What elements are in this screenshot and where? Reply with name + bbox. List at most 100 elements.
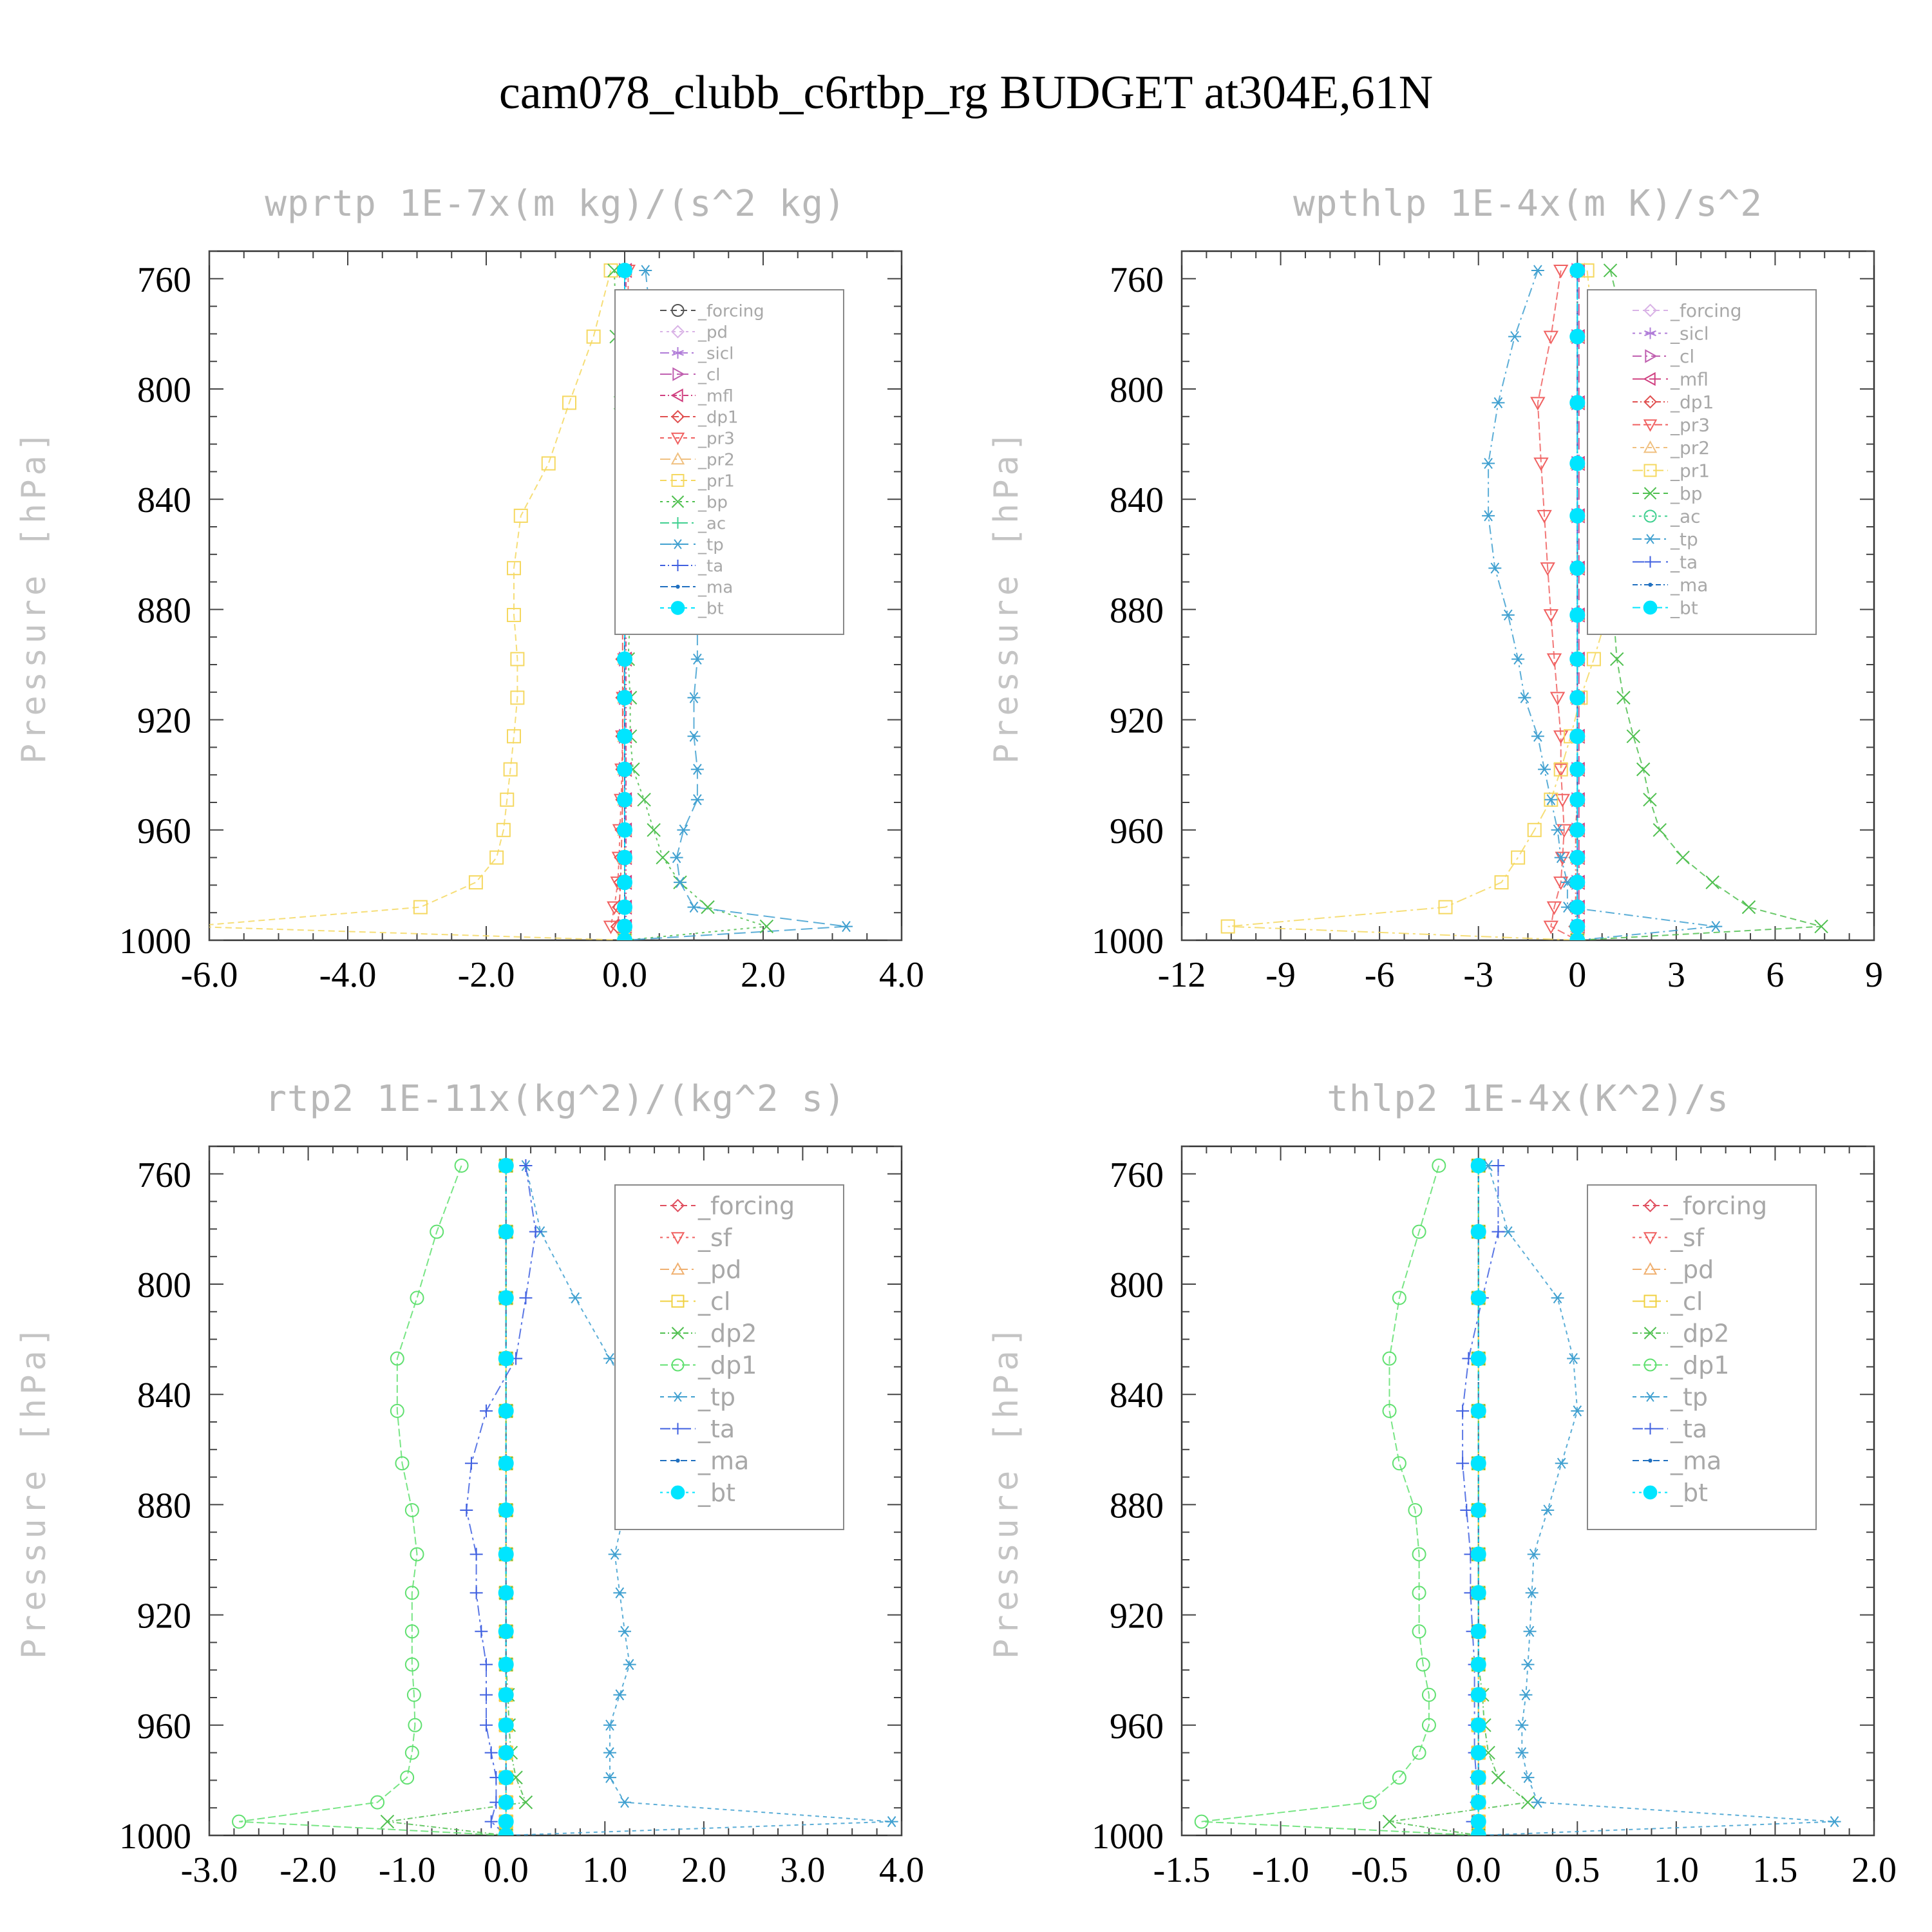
data-point	[498, 1624, 514, 1640]
legend-marker	[676, 1458, 680, 1463]
data-point	[1382, 1351, 1397, 1366]
legend-marker	[671, 304, 685, 317]
legend-marker	[671, 1358, 685, 1372]
data-point	[613, 1689, 627, 1701]
panel-title: wprtp 1E-7x(m kg)/(s^2 kg)	[265, 183, 846, 225]
legend-label: _forcing	[1670, 300, 1742, 321]
data-point	[603, 1719, 616, 1731]
legend-label: _tp	[697, 1383, 735, 1412]
figure-title: cam078_clubb_c6rtbp_rg BUDGET at304E,61N	[499, 66, 1433, 119]
data-point	[1569, 791, 1586, 808]
data-point	[1569, 899, 1586, 915]
data-point	[1543, 920, 1559, 934]
data-point	[1569, 262, 1586, 278]
data-point	[1412, 1586, 1426, 1600]
y-tick-label: 800	[1110, 370, 1164, 410]
legend: _forcing _sf _pd _cl _dp2 _dp1 _tp _ta _ma _bt	[1587, 1184, 1817, 1530]
data-point	[400, 1770, 415, 1785]
data-point	[1569, 875, 1586, 891]
x-tick-label: 0	[1568, 955, 1586, 995]
data-point	[1546, 901, 1562, 915]
data-point	[1626, 729, 1641, 743]
data-point	[469, 1586, 483, 1600]
legend-marker	[1644, 534, 1656, 544]
legend-label: _bt	[1670, 598, 1698, 619]
data-point	[690, 794, 704, 806]
data-point	[498, 1770, 514, 1786]
legend-marker	[1643, 1327, 1657, 1340]
legend-marker	[672, 347, 684, 359]
data-point	[1412, 1745, 1426, 1760]
legend: _forcing _pd _sicl _cl _mfl _dp1 _pr3 _pr2 _pr1 _…	[614, 289, 844, 635]
data-point	[1515, 1719, 1529, 1731]
data-point	[454, 1158, 469, 1173]
data-point	[1551, 1292, 1564, 1303]
data-point	[1470, 1290, 1486, 1306]
y-tick-label: 960	[137, 1707, 191, 1747]
y-tick-label: 1000	[119, 922, 191, 961]
data-point	[498, 1585, 514, 1601]
legend-label: _forcing	[697, 301, 764, 321]
data-point	[390, 1351, 404, 1366]
legend-marker	[670, 1232, 685, 1245]
legend-marker	[672, 539, 684, 549]
data-point	[1705, 875, 1719, 889]
data-point	[617, 918, 632, 934]
data-point	[404, 1745, 419, 1760]
legend-box	[1587, 289, 1817, 635]
data-point	[1653, 823, 1667, 837]
data-point	[1571, 1405, 1584, 1417]
legend-label: _cl	[697, 365, 721, 384]
data-point	[1470, 1502, 1486, 1518]
legend-label: _mfl	[697, 386, 734, 406]
data-point	[1432, 1158, 1446, 1173]
series-line-mfl	[1577, 270, 1580, 940]
data-point	[498, 1224, 514, 1240]
data-point	[464, 1457, 478, 1470]
legend-marker	[1643, 372, 1656, 386]
data-point	[498, 1687, 514, 1703]
legend-label: _pd	[697, 1256, 741, 1284]
panel-title: wpthlp 1E-4x(m K)/s^2	[1293, 183, 1763, 225]
legend-label: _tp	[1670, 1383, 1708, 1412]
data-point	[519, 1291, 533, 1305]
data-point	[498, 1290, 514, 1306]
data-point	[1382, 1403, 1397, 1418]
data-point	[687, 730, 701, 742]
legend-label: _bp	[1670, 483, 1703, 504]
data-point	[507, 607, 521, 622]
data-point	[840, 921, 853, 933]
data-point	[469, 1548, 483, 1561]
legend-label: _ac	[1670, 506, 1701, 527]
data-point	[404, 1624, 419, 1639]
data-point	[617, 761, 632, 777]
data-point	[1567, 1352, 1580, 1365]
legend-marker	[1645, 349, 1658, 363]
series-line-pr1	[1227, 270, 1628, 940]
data-point	[1482, 510, 1495, 522]
data-point	[586, 329, 601, 344]
series-group	[1194, 1157, 1841, 1835]
data-point	[1456, 1404, 1470, 1417]
x-tick-label: -3.0	[181, 1850, 238, 1890]
y-tick-label: 1000	[1092, 922, 1164, 961]
data-point	[656, 850, 670, 865]
data-point	[484, 1815, 498, 1828]
y-tick-label: 1000	[119, 1817, 191, 1857]
data-point	[1525, 1587, 1539, 1598]
data-point	[1515, 1747, 1529, 1759]
data-point	[1569, 651, 1586, 667]
x-tick-label: -3	[1463, 955, 1493, 995]
data-point	[603, 920, 619, 934]
data-point	[603, 1747, 616, 1759]
series-line-tp	[1478, 1165, 1835, 1835]
data-point	[498, 1157, 514, 1173]
series-line-dp1	[1201, 1165, 1479, 1835]
x-tick-label: 4.0	[879, 1850, 924, 1890]
panel-3: rtp2 1E-11x(kg^2)/(kg^2 s) Pressure [hPa]…	[15, 1078, 924, 1890]
data-point	[617, 651, 632, 667]
legend-marker	[1644, 327, 1656, 339]
data-point	[1470, 1157, 1486, 1173]
x-tick-label: -9	[1265, 955, 1296, 995]
legend-marker	[672, 367, 685, 381]
